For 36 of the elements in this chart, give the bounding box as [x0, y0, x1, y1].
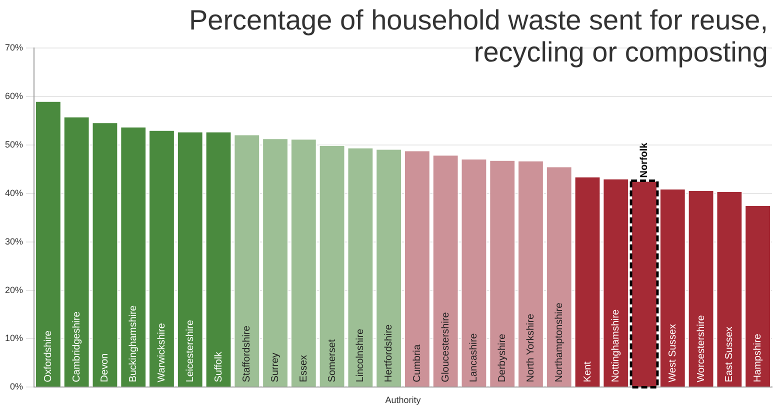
annotation: Norfolk	[639, 142, 650, 178]
x-tick-label: Essex	[298, 354, 310, 382]
x-tick-label: Hampshire	[752, 333, 764, 382]
x-tick-label: Surrey	[270, 352, 282, 382]
x-tick-label: Northamptonshire	[554, 302, 565, 382]
x-tick-label: East Sussex	[724, 326, 736, 382]
y-tick-label: 50%	[5, 139, 24, 150]
x-tick-label: Nottinghamshire	[610, 308, 622, 382]
y-tick-label: 20%	[5, 284, 24, 295]
x-tick-label: Warwickshire	[156, 322, 168, 382]
y-tick-label: 10%	[5, 333, 24, 344]
y-tick-label: 40%	[5, 188, 24, 198]
x-tick-label: Devon	[100, 353, 111, 382]
y-tick-label: 0%	[10, 382, 24, 392]
x-tick-label: Gloucestershire	[440, 312, 452, 382]
x-tick-label: Derbyshire	[497, 333, 508, 382]
x-tick-label: Suffolk	[213, 350, 224, 382]
chart-title: Percentage of household waste sent for reuse, recycling or composting	[188, 4, 768, 68]
x-tick-label: North Yorkshire	[525, 313, 536, 382]
x-tick-label: Cumbria	[412, 344, 423, 382]
x-tick-label: Staffordshire	[242, 325, 253, 382]
x-tick-label: Lincolnshire	[355, 328, 366, 382]
x-tick-label: West Sussex	[667, 324, 678, 382]
x-tick-label: Lancashire	[468, 332, 480, 382]
x-tick-label: Kent	[582, 361, 594, 382]
x-tick-label: Leicestershire	[184, 320, 196, 382]
y-tick-label: 30%	[5, 236, 24, 246]
x-tick-label: Worcestershire	[696, 314, 707, 382]
y-tick-label: 60%	[5, 90, 24, 101]
x-tick-label: Somerset	[326, 339, 338, 382]
x-tick-label: Buckinghamshire	[128, 305, 140, 382]
y-tick-label: 70%	[5, 42, 24, 52]
x-axis-title: Authority	[385, 395, 422, 406]
x-tick-label: Hertfordshire	[384, 324, 395, 382]
x-tick-label: Oxfordshire	[42, 330, 54, 382]
x-tick-label: Cambridgeshire	[71, 311, 82, 382]
